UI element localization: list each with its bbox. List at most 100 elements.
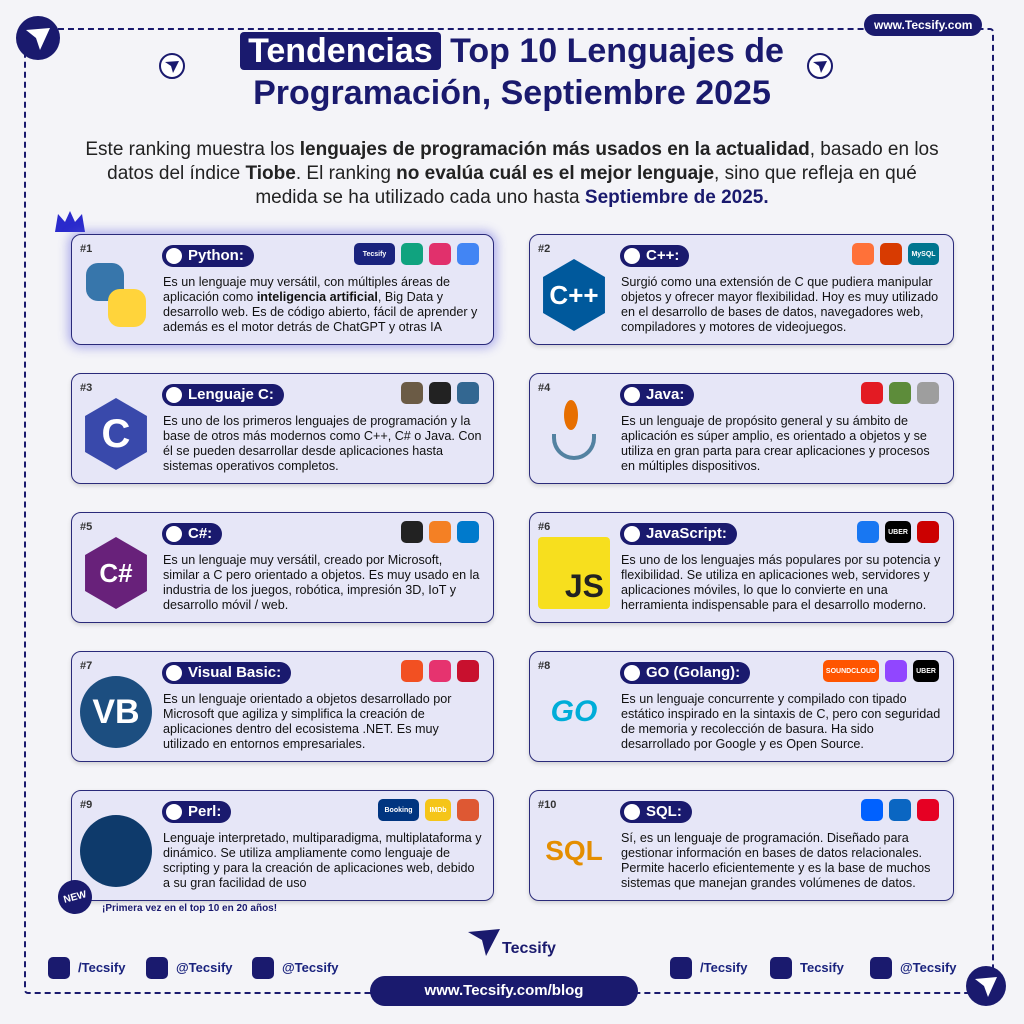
brand-icon: UBER [913, 660, 939, 682]
corner-logo [807, 53, 833, 79]
brand-icon [401, 521, 423, 543]
description: Es un lenguaje de propósito general y su… [621, 414, 942, 474]
intro-segment: Este ranking muestra los [85, 139, 300, 160]
language-name: Python: [162, 245, 254, 267]
brand-icon [917, 382, 939, 404]
rank: #10 [538, 799, 557, 811]
language-logo [80, 815, 152, 887]
logo-part [564, 400, 578, 430]
language-name: Perl: [162, 801, 232, 823]
title-text: Top 10 Lenguajes de Programación, Septie… [253, 32, 784, 112]
intro-segment: , basado en los datos del índice [107, 139, 939, 184]
logo-text: C# [99, 557, 133, 588]
brand-icon [429, 660, 451, 682]
description: Es un lenguaje muy versátil, con múltipl… [163, 275, 482, 335]
description-segment: Lenguaje interpretado, multiparadigma, m… [163, 831, 482, 890]
language-card: #2 C++ C++: MySQL Surgió como una extensión … [529, 234, 954, 345]
brand-icon: Booking [378, 799, 419, 821]
rank: #5 [80, 521, 93, 533]
language-card: #8 GO GO (Golang): SOUNDCLOUD UBER Es un leng… [529, 651, 954, 762]
intro-segment: no evalúa cuál es el mejor lenguaje [396, 163, 715, 184]
logo-text: GO [550, 695, 598, 728]
intro-segment: , sino que refleja en qué medida se ha u… [255, 163, 917, 208]
rank: #8 [538, 660, 551, 672]
description-segment: inteligencia artificial [256, 290, 378, 304]
language-name: C++: [620, 245, 690, 267]
logo-text: C [101, 411, 131, 456]
language-card: #9 Perl: Booking IMDb Lenguaje interpretado,… [71, 790, 494, 901]
language-name: GO (Golang): [620, 662, 751, 684]
brand-icon [861, 382, 883, 404]
brand-icon [861, 799, 883, 821]
blog-url[interactable]: www.Tecsify.com/blog [370, 976, 638, 1006]
brand-icon [401, 243, 423, 265]
social-link[interactable]: @Tecsify [146, 956, 233, 980]
brand-icon [457, 243, 479, 265]
language-card: #4 Java: Es un lenguaje de propósito gener… [529, 373, 954, 484]
language-name: SQL: [620, 801, 692, 823]
social-link[interactable]: @Tecsify [252, 956, 339, 980]
brand-icons [401, 521, 479, 543]
brand-icon [880, 243, 902, 265]
description-segment: Es un lenguaje concurrente y compilado c… [621, 692, 941, 751]
brand-icon [429, 243, 451, 265]
description: Es uno de los lenguajes más populares po… [621, 553, 942, 613]
site-badge[interactable]: www.Tecsify.com [864, 14, 983, 36]
logo-part [552, 434, 596, 460]
language-name: Visual Basic: [162, 662, 292, 684]
description: Es un lenguaje muy versátil, creado por … [163, 553, 482, 613]
intro-segment: . El ranking [295, 163, 397, 184]
language-logo [538, 398, 610, 470]
rank: #6 [538, 521, 551, 533]
logo-part [108, 289, 146, 327]
crown [55, 211, 85, 232]
brand-icons [861, 382, 939, 404]
brand-icon [917, 521, 939, 543]
brand-icon: Tecsify [354, 243, 395, 265]
description-segment: Es uno de los lenguajes más populares po… [621, 553, 941, 612]
social-link[interactable]: /Tecsify [48, 956, 125, 980]
brand-icon [885, 660, 907, 682]
brand-logo [468, 929, 500, 956]
social-link[interactable]: /Tecsify [670, 956, 747, 980]
brand-icons: UBER [857, 521, 939, 543]
description-segment: Es uno de los primeros lenguajes de prog… [163, 414, 482, 473]
language-name: C#: [162, 523, 223, 545]
brand-icon: IMDb [425, 799, 451, 821]
brand-icon [429, 382, 451, 404]
brand-icon [889, 799, 911, 821]
language-card: #5 C# C#: Es un lenguaje muy versátil, crea… [71, 512, 494, 623]
brand-name: Tecsify [502, 940, 556, 957]
brand-icon [457, 382, 479, 404]
rank: #2 [538, 243, 551, 255]
language-logo: JS [538, 537, 610, 609]
brand-icon [917, 799, 939, 821]
brand-icons: MySQL [852, 243, 939, 265]
description-segment: Es un lenguaje muy versátil, con múltipl… [163, 275, 451, 304]
description-segment: Es un lenguaje de propósito general y su… [621, 414, 930, 473]
brand-icon [457, 521, 479, 543]
brand-icon [457, 660, 479, 682]
logo-text: SQL [545, 835, 603, 866]
social-link[interactable]: Tecsify [770, 956, 844, 980]
description: Es un lenguaje orientado a objetos desar… [163, 692, 482, 752]
brand-icon [401, 382, 423, 404]
title-highlight: Tendencias [240, 32, 441, 70]
language-card: #7 VB Visual Basic: Es un lenguaje orientad… [71, 651, 494, 762]
language-logo: GO [538, 676, 610, 748]
description: Lenguaje interpretado, multiparadigma, m… [163, 831, 482, 891]
brand-icons [401, 660, 479, 682]
rank: #7 [80, 660, 93, 672]
brand-icons: Booking IMDb [378, 799, 479, 821]
logo-text: C++ [549, 279, 599, 310]
social-link[interactable]: @Tecsify [870, 956, 957, 980]
brand-icon: UBER [885, 521, 911, 543]
intro-segment: Tiobe [245, 163, 296, 184]
language-logo [80, 259, 152, 331]
language-card: #1 Python: Tecsify Es un lenguaje muy versá… [71, 234, 494, 345]
title: Tendencias Top 10 Lenguajes de Programac… [120, 30, 904, 114]
description: Surgió como una extensión de C que pudie… [621, 275, 942, 335]
brand-icon [429, 521, 451, 543]
language-logo: C# [85, 537, 147, 609]
